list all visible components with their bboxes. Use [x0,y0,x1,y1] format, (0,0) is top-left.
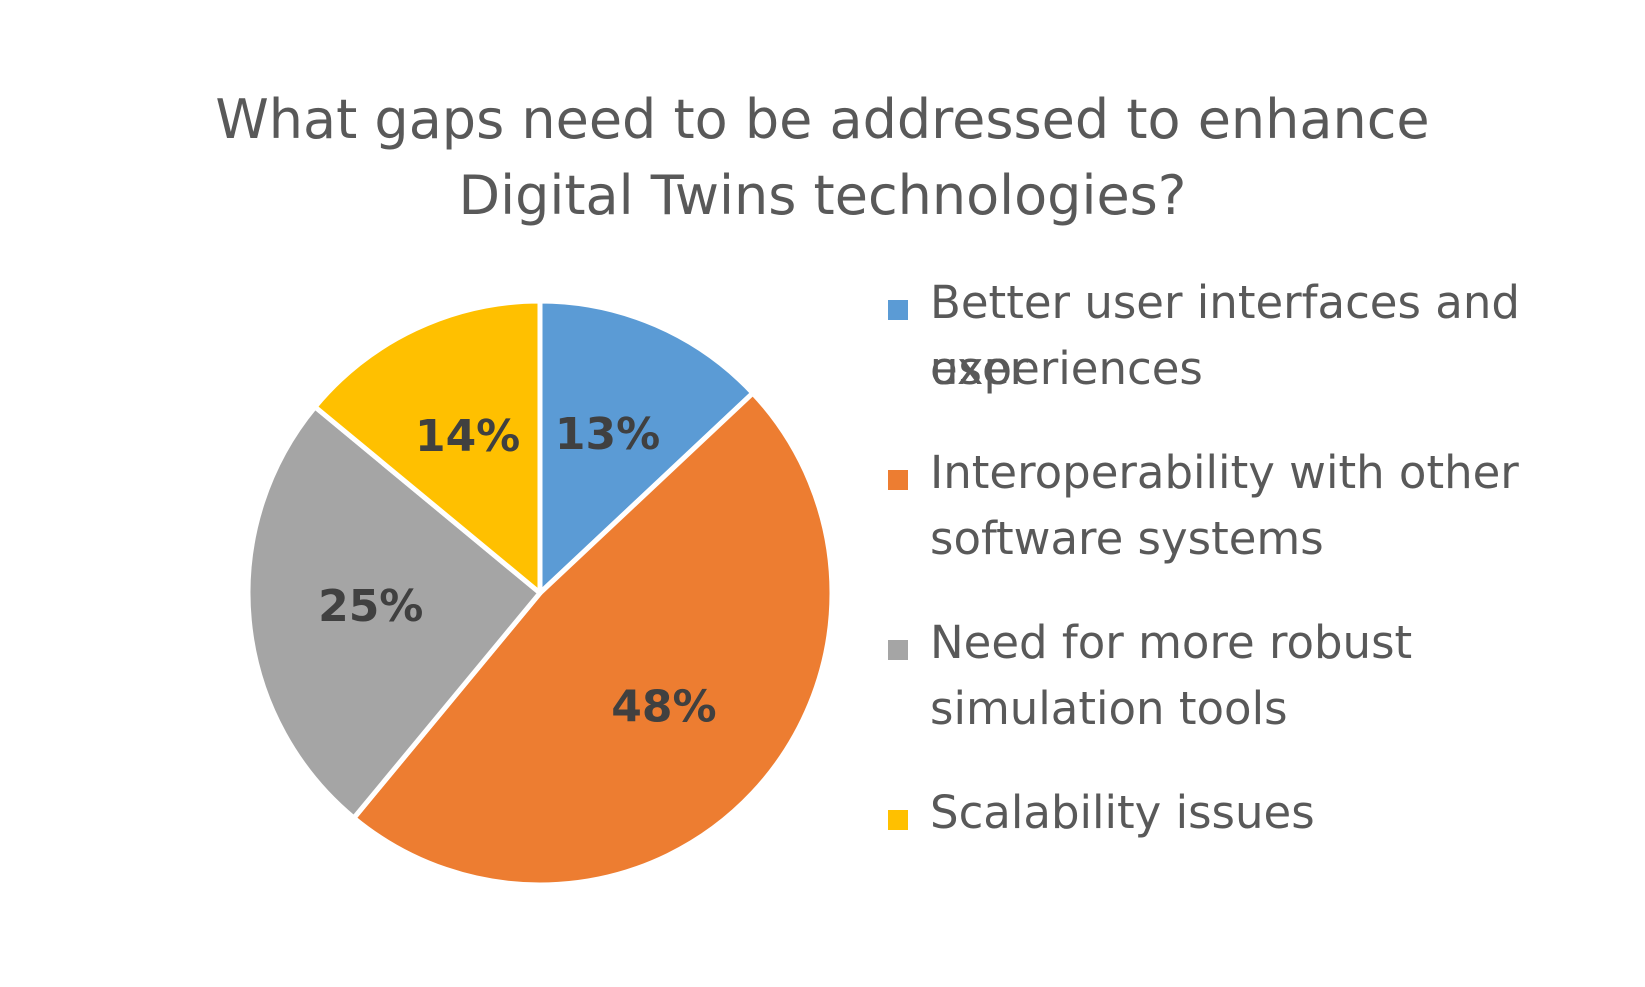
pie-slice-interoperability [351,390,835,888]
legend-label-interoperability-line-1: Interoperability with other [930,446,1519,499]
legend-swatch-interoperability [888,470,908,490]
legend-label-better-user-interfaces-line-1: Better user interfaces and user [930,276,1520,395]
chart-title-line-2: Digital Twins technologies? [458,164,1187,227]
chart-title-line-1: What gaps need to be addressed to enhanc… [215,88,1430,151]
legend-swatch-better-user-interfaces [888,300,908,320]
legend-label-simulation-tools-line-1: Need for more robust [930,616,1413,669]
legend-swatch-scalability [888,810,908,830]
legend-swatch-simulation-tools [888,640,908,660]
pie-slice-better-user-interfaces [537,298,756,596]
legend-label-interoperability-line-2: software systems [930,512,1324,565]
pie-slice-simulation-tools [245,404,543,821]
data-label-scalability: 14% [415,411,520,462]
legend-label-scalability-line-1: Scalability issues [930,786,1315,839]
data-label-interoperability: 48% [611,681,716,732]
data-label-simulation-tools: 25% [318,581,423,632]
data-label-better-user-interfaces: 13% [555,409,660,460]
legend-label-simulation-tools-line-2: simulation tools [930,682,1288,735]
pie-slice-scalability [312,298,543,596]
legend-label-better-user-interfaces-line-2: experiences [930,342,1203,395]
